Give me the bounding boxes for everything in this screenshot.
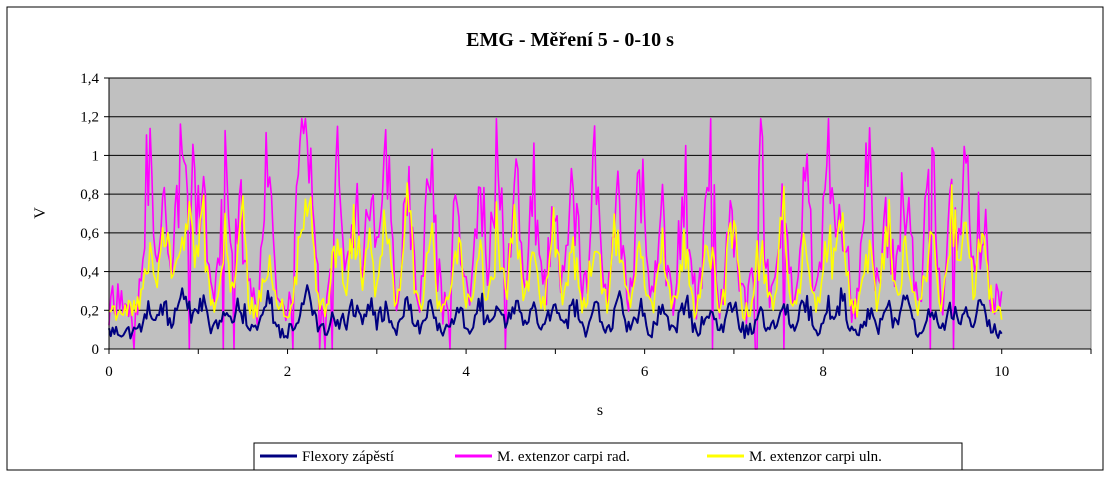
series-layer — [108, 117, 1003, 350]
legend-label: Flexory zápěstí — [302, 449, 394, 465]
x-tick-label: 8 — [819, 364, 827, 380]
x-tick-label: 0 — [105, 364, 113, 380]
y-tick-label: 0,6 — [80, 226, 99, 242]
x-tick-label: 10 — [994, 364, 1009, 380]
y-axis-label: V — [32, 207, 49, 219]
x-tick-label: 2 — [284, 364, 292, 380]
y-tick-group: 0 0,2 0,4 0,6 0,8 1 1,2 1,4 — [80, 71, 109, 358]
legend-label: M. extenzor carpi rad. — [497, 449, 630, 465]
legend-label: M. extenzor carpi uln. — [749, 449, 882, 465]
x-tick-label: 6 — [641, 364, 649, 380]
legend-item-1: Flexory zápěstí — [260, 449, 394, 465]
y-tick-label: 0,2 — [80, 303, 99, 319]
y-tick-label: 0,4 — [80, 265, 99, 281]
y-tick-label: 0 — [92, 342, 100, 358]
y-tick-label: 1,4 — [80, 71, 99, 87]
x-tick-group: 0 2 4 6 8 10 — [105, 349, 1092, 380]
series-line-3 — [108, 182, 1003, 321]
y-tick-label: 1 — [92, 148, 100, 164]
x-axis-label: s — [597, 402, 603, 419]
x-tick-label: 4 — [462, 364, 470, 380]
y-tick-label: 0,8 — [80, 187, 99, 203]
legend-box — [253, 442, 963, 471]
legend-item-2: M. extenzor carpi rad. — [455, 449, 630, 465]
legend: Flexory zápěstí M. extenzor carpi rad. M. … — [253, 442, 963, 471]
legend-item-3: M. extenzor carpi uln. — [707, 449, 882, 465]
chart-title: EMG - Měření 5 - 0-10 s — [466, 29, 674, 51]
series-line-1 — [108, 284, 1003, 340]
y-tick-label: 1,2 — [80, 110, 99, 126]
